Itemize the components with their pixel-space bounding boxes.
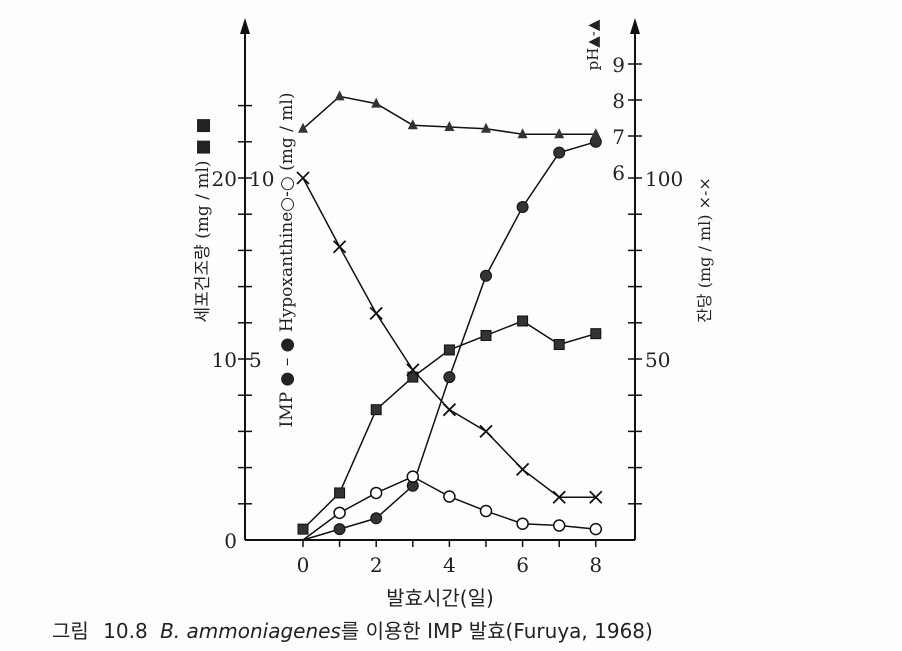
data-point-square [443, 344, 455, 356]
left-outer-tick-label: 0 [224, 529, 237, 553]
left-outer-tick-label: 10 [212, 348, 237, 372]
data-point-square [590, 328, 602, 340]
marks [296, 90, 603, 541]
data-point-cross [406, 363, 420, 377]
data-point-cross [369, 306, 383, 321]
figure-caption: 그림 10.8 B. ammoniagenes를 이용한 IMP 발효(Furu… [52, 619, 653, 643]
right-sugar-tick-label: 50 [645, 348, 670, 372]
data-point-open-circle [369, 486, 383, 500]
series-line-filled-circle [302, 141, 597, 541]
data-point-square [370, 404, 382, 416]
data-point-open-circle [479, 504, 493, 518]
right-ph-tick-label: 9 [612, 53, 625, 77]
series-line-cross [302, 177, 596, 499]
right-ph-tick-label: 8 [612, 89, 625, 113]
data-point-cross [552, 490, 566, 504]
data-point-triangle [590, 128, 601, 139]
caption-number: 10.8 [103, 619, 148, 643]
data-point-triangle [407, 119, 418, 130]
data-point-triangle [444, 121, 455, 131]
axes: 0 2 4 6 8 0 10 20 5 10 6 7 8 9 50 100 [212, 18, 683, 577]
data-point-triangle [554, 128, 565, 139]
data-point-triangle [481, 122, 491, 133]
x-tick-label: 8 [589, 553, 602, 577]
data-point-square [334, 487, 346, 499]
data-point-cross [479, 424, 493, 439]
data-point-cross [589, 490, 603, 504]
data-point-square [553, 339, 565, 351]
left-inner-tick-label: 10 [249, 167, 274, 191]
data-point-filled-circle [553, 146, 566, 159]
data-point-open-circle [516, 517, 529, 530]
caption-prefix: 그림 [52, 619, 89, 643]
right-ph-tick-label: 7 [612, 125, 625, 149]
series-line-open-circle [302, 475, 596, 541]
left-axis-arrow [240, 18, 250, 34]
data-point-cross [296, 171, 310, 185]
data-point-triangle [517, 128, 528, 139]
data-point-square [517, 315, 529, 327]
right-sugar-axis-label: 잔당 (mg / ml) ×-× [695, 177, 714, 323]
data-point-square [480, 329, 492, 341]
data-point-filled-circle [480, 269, 492, 282]
data-point-open-circle [552, 519, 566, 532]
right-axis-arrow [630, 18, 640, 34]
x-axis-label: 발효시간(일) [386, 586, 494, 610]
data-point-filled-circle [516, 200, 529, 213]
caption-rest: 를 이용한 IMP 발효(Furuya, 1968) [341, 619, 653, 643]
data-point-open-circle [406, 470, 420, 483]
left-outer-axis-label: 세포건조량 (mg / ml) ■ ■ [193, 118, 213, 323]
data-point-triangle [371, 97, 382, 108]
caption-organism: B. ammoniagenes [160, 619, 341, 643]
data-point-filled-circle [443, 371, 456, 384]
data-point-open-circle [443, 490, 456, 503]
data-point-square [297, 523, 309, 535]
data-point-square [407, 371, 419, 383]
x-tick-label: 2 [370, 553, 383, 577]
right-sugar-tick-label: 100 [645, 167, 683, 191]
data-point-filled-circle [370, 512, 383, 525]
data-point-triangle [298, 122, 308, 133]
x-tick-label: 0 [297, 553, 310, 577]
data-point-cross [515, 462, 530, 477]
data-point-filled-circle [333, 523, 346, 536]
data-point-open-circle [333, 506, 346, 520]
data-point-open-circle [589, 522, 603, 536]
data-point-triangle [334, 90, 345, 101]
data-point-cross [442, 403, 457, 417]
data-point-cross [332, 240, 347, 254]
left-inner-tick-label: 5 [249, 348, 262, 372]
left-inner-axis-label: IMP ● – ● Hypoxanthine○-○ (mg / ml) [277, 93, 297, 428]
x-tick-label: 4 [443, 553, 456, 577]
x-tick-label: 6 [516, 553, 529, 577]
right-ph-tick-label: 6 [612, 161, 625, 185]
right-ph-axis-label: pH▲-▲ [584, 19, 602, 70]
left-outer-tick-label: 20 [212, 167, 237, 191]
